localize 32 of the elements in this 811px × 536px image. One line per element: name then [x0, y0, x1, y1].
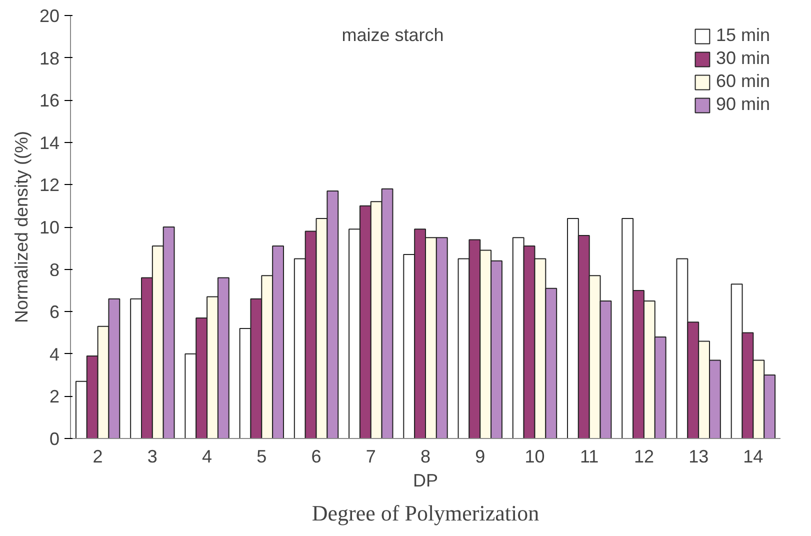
x-tick-label: 11 [580, 446, 599, 466]
y-tick-label: 10 [39, 218, 60, 238]
x-axis-title: DP [413, 470, 438, 490]
text: Degree of Polymerization [312, 500, 540, 526]
x-tick-label: 5 [256, 446, 267, 466]
legend-label: 15 min [716, 25, 770, 46]
legend-label: 30 min [716, 48, 770, 69]
x-tick-label: 8 [420, 446, 431, 466]
y-tick-label: 18 [39, 48, 60, 68]
text: maize starch [342, 25, 444, 46]
x-tick-label: 2 [92, 446, 103, 466]
legend-label: 60 min [716, 71, 770, 92]
y-tick-label: 8 [49, 260, 60, 280]
y-tick-label: 12 [39, 175, 60, 196]
y-tick-label: 0 [49, 429, 60, 449]
x-tick-label: 4 [202, 446, 212, 466]
legend-label: 90 min [716, 94, 770, 115]
x-tick-label: 3 [147, 446, 158, 466]
y-tick-label: 4 [49, 344, 60, 364]
x-tick-label: 13 [688, 446, 709, 466]
y-tick-label: 6 [49, 302, 60, 322]
y-tick-label: 14 [39, 132, 60, 153]
x-tick-label: 7 [366, 446, 376, 466]
x-tick-label: 10 [524, 446, 545, 466]
y-tick-label: 16 [39, 90, 60, 111]
x-tick-label: 14 [743, 446, 764, 466]
y-tick-label: 2 [49, 386, 60, 407]
x-tick-label: 12 [634, 446, 654, 466]
x-tick-label: 9 [475, 446, 486, 466]
x-tick-label: 6 [311, 446, 322, 466]
y-axis-title: Normalized density ((%) [11, 130, 32, 324]
y-tick-label: 20 [39, 6, 60, 26]
